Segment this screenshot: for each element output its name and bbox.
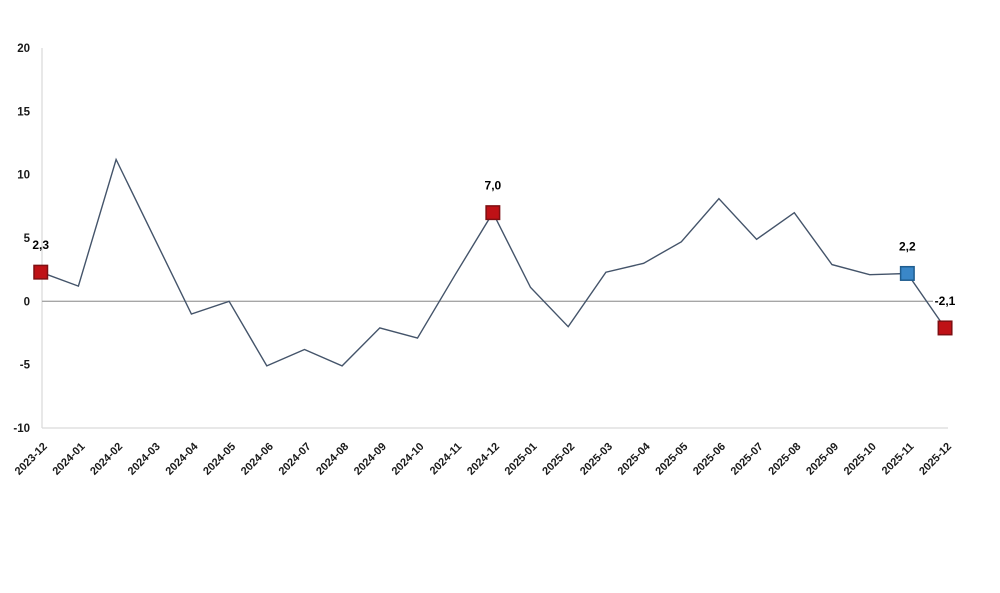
x-axis-tick-label: 2025-02 [540,441,577,478]
y-axis-tick-label: 10 [17,170,30,182]
x-axis-tick-label: 2024-10 [390,441,427,478]
data-point-marker-2023-12 [33,264,49,280]
x-axis-tick-label: 2023-12 [13,441,50,478]
x-axis-tick-label: 2024-06 [239,441,276,478]
y-axis-tick-label: 5 [24,233,31,245]
x-axis-tick-label: 2025-12 [917,441,954,478]
x-axis-tick-label: 2024-07 [277,441,314,478]
x-axis-tick-label: 2024-12 [465,441,502,478]
x-axis-tick-label: 2025-08 [766,441,803,478]
x-axis-tick-label: 2025-07 [729,441,766,478]
x-axis-tick-label: 2024-04 [163,440,201,478]
data-point-label-2025-11: 2,2 [899,240,916,254]
x-axis-tick-label: 2024-09 [352,441,389,478]
data-point-marker-2025-11 [899,265,915,281]
x-axis-tick-label: 2025-06 [691,441,728,478]
data-point-label-2023-12: 2,3 [32,238,49,252]
y-axis-tick-label: 20 [17,43,30,55]
x-axis-tick-label: 2025-09 [804,441,841,478]
x-axis-tick-label: 2024-11 [428,441,465,478]
x-axis-tick-label: 2024-02 [88,441,125,478]
y-axis-tick-label: 15 [17,106,30,118]
data-point-label-2025-12: -2,1 [935,294,956,308]
x-axis-tick-label: 2024-08 [314,441,351,478]
data-point-marker-2025-12 [937,320,953,336]
x-axis-tick-label: 2025-01 [503,441,540,478]
x-axis-tick-label: 2024-03 [126,441,163,478]
x-axis-tick-label: 2024-01 [50,441,87,478]
x-axis-tick-label: 2024-05 [201,441,238,478]
y-axis-tick-label: -5 [20,360,31,372]
x-axis-tick-label: 2025-03 [578,441,615,478]
x-axis-tick-label: 2025-05 [653,441,690,478]
x-axis-tick-label: 2025-04 [616,440,654,478]
y-axis-tick-label: 0 [24,296,30,308]
data-point-marker-2024-12 [485,205,501,221]
x-axis-tick-label: 2025-10 [842,441,879,478]
x-axis-tick-label: 2025-11 [880,441,917,478]
y-axis-tick-label: -10 [13,423,30,435]
data-point-label-2024-12: 7,0 [485,179,502,193]
